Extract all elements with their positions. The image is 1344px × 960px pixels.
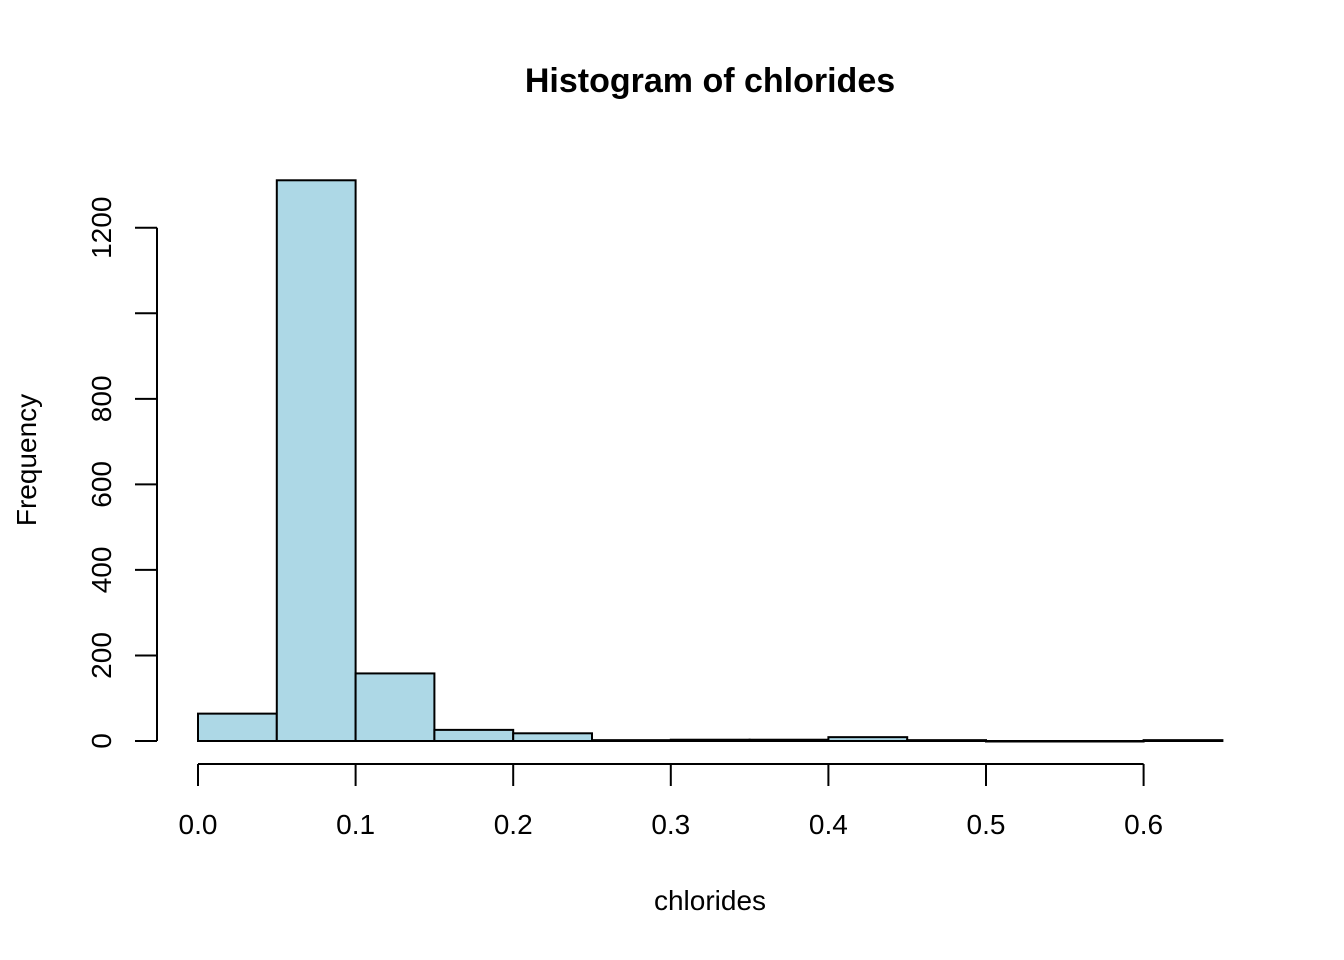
histogram-bar [354, 672, 436, 742]
x-axis-label: chlorides [654, 885, 766, 916]
x-tick-label: 0.0 [179, 809, 218, 840]
histogram-bar [197, 712, 278, 742]
x-tick-label: 0.1 [336, 809, 375, 840]
x-tick-label: 0.6 [1124, 809, 1163, 840]
x-tick-label: 0.4 [809, 809, 848, 840]
histogram-bar [275, 179, 357, 743]
histogram-bar [748, 738, 830, 743]
y-tick-label: 200 [86, 632, 117, 679]
histogram-bar [1142, 739, 1224, 742]
histogram-bar [512, 732, 594, 742]
histogram-bar [906, 739, 988, 742]
y-tick-label: 1200 [86, 197, 117, 259]
histogram-bar [433, 728, 515, 743]
histogram-bar [827, 736, 909, 742]
histogram-bar [591, 739, 672, 742]
histogram-bar [1063, 740, 1145, 743]
y-tick-label: 600 [86, 461, 117, 508]
y-axis-label: Frequency [11, 394, 42, 526]
y-tick-label: 0 [86, 733, 117, 749]
x-axis: 0.0 0.1 0.2 0.3 0.4 0.5 0.6 [179, 763, 1163, 840]
histogram-bar [985, 740, 1066, 743]
histogram-bar [669, 738, 751, 743]
x-tick-label: 0.5 [967, 809, 1006, 840]
y-axis: 0 200 400 600 800 1200 [86, 197, 158, 749]
bars-group [197, 179, 1224, 743]
y-tick-label: 400 [86, 547, 117, 594]
x-tick-label: 0.2 [494, 809, 533, 840]
x-tick-label: 0.3 [651, 809, 690, 840]
chart-title: Histogram of chlorides [525, 62, 895, 100]
y-tick-label: 800 [86, 375, 117, 422]
